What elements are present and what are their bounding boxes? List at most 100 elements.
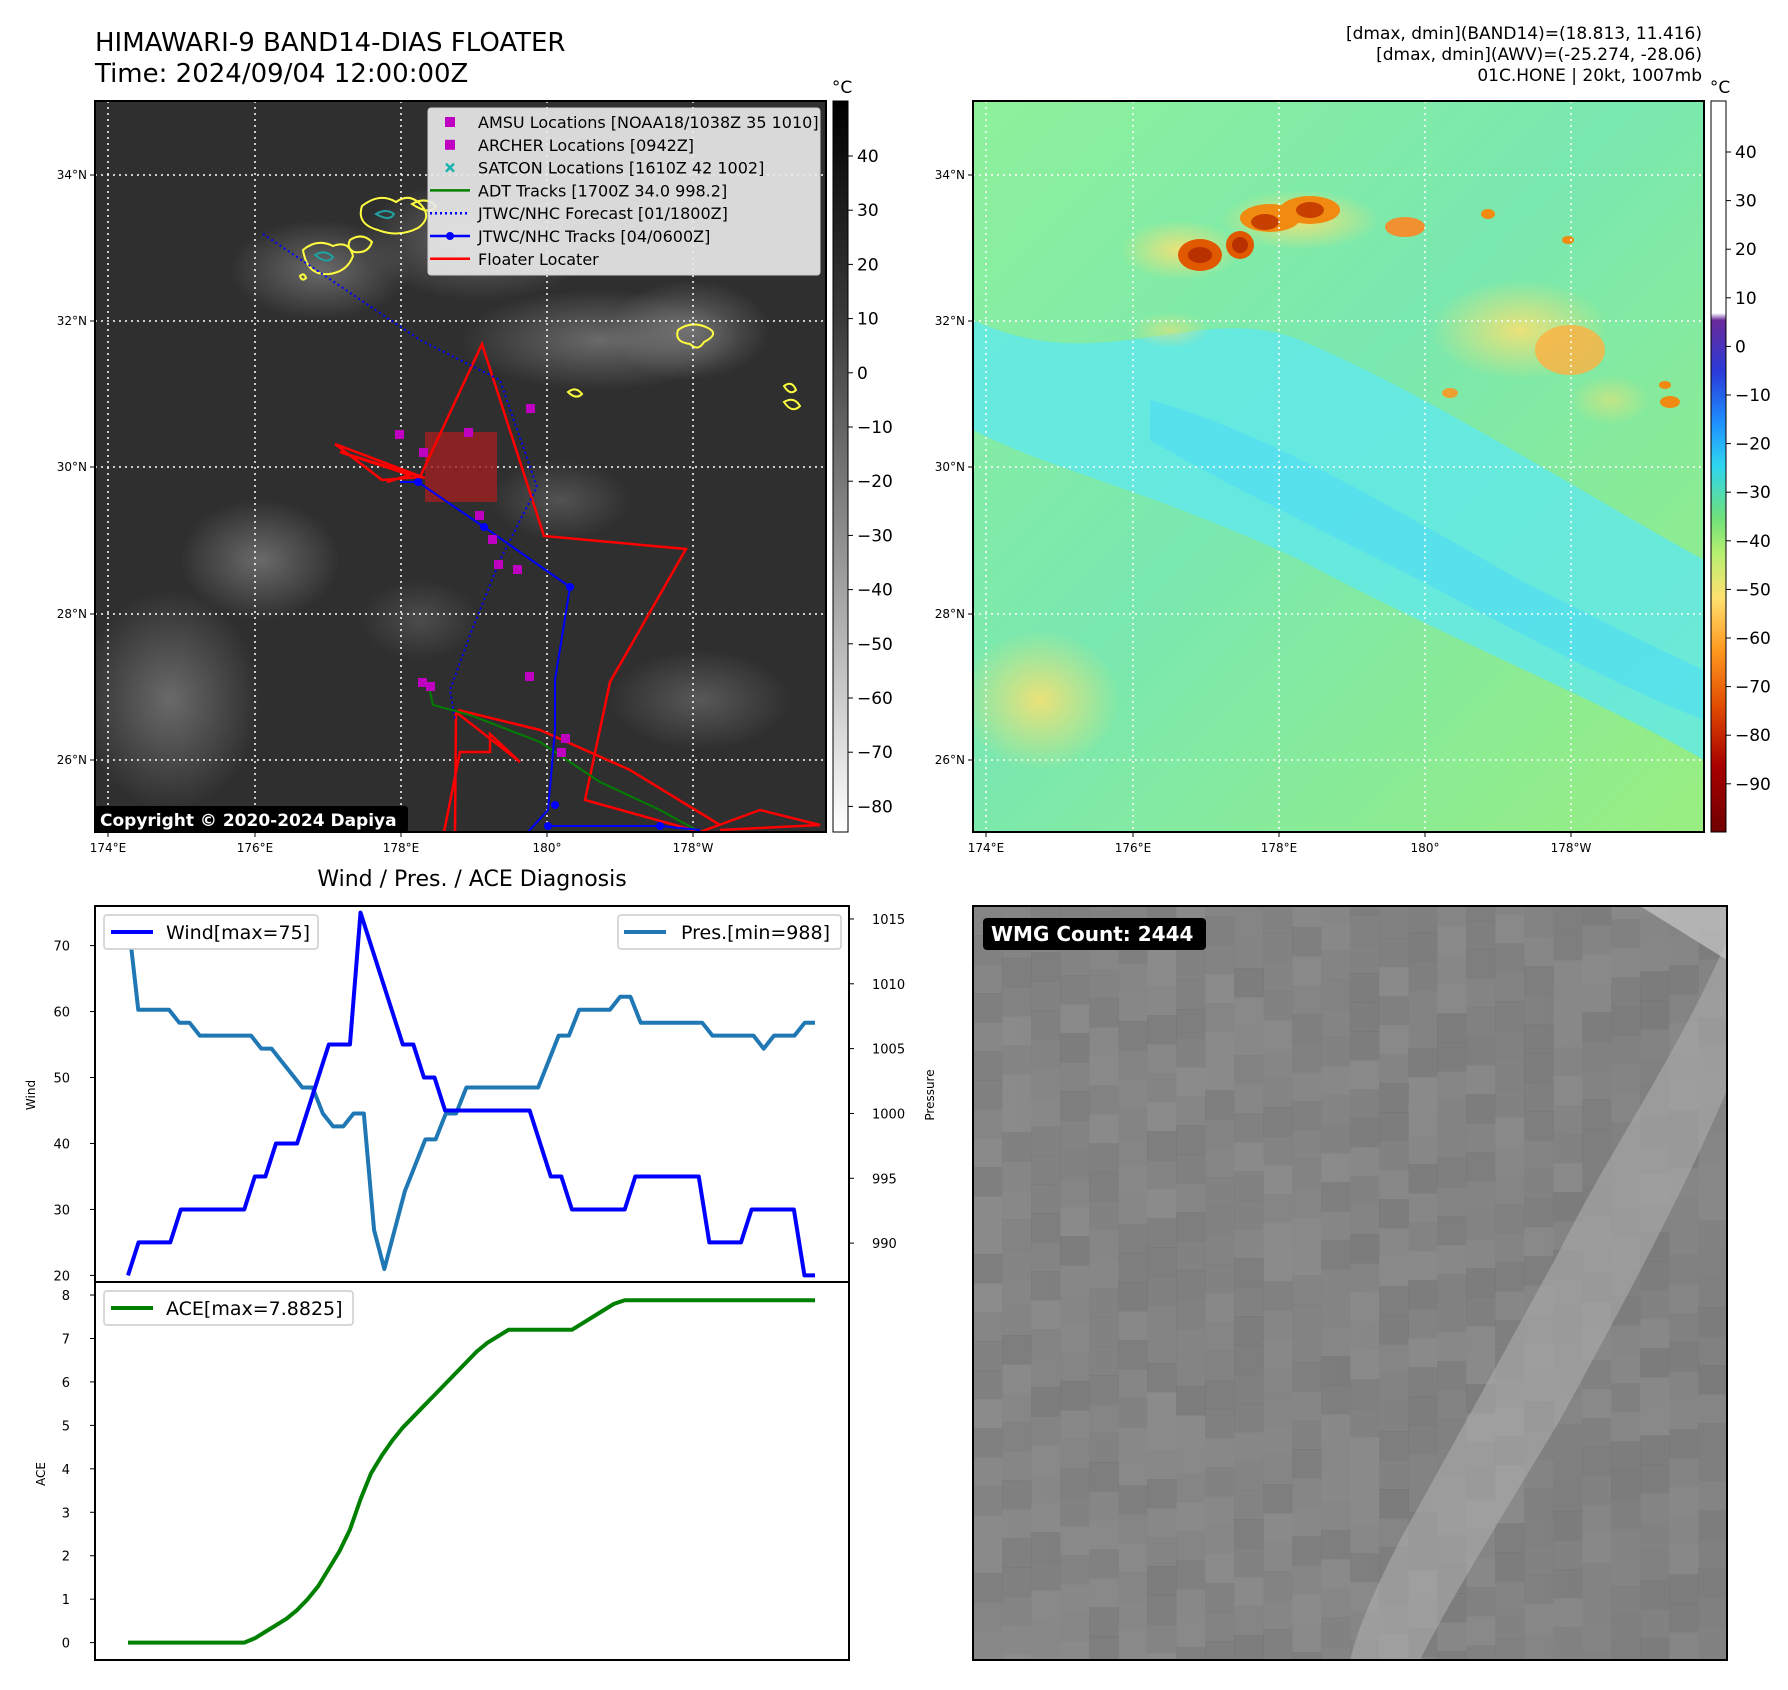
wmg-pixel [1611,1035,1641,1065]
wind-pressure-frame [94,905,850,1283]
wmg-pixel [1292,1478,1322,1508]
lon-tick-label: 174°E [968,841,1005,855]
wmg-pixel [1524,906,1554,909]
wmg-pixel [1234,1229,1264,1259]
wmg-pixel [1640,1261,1670,1291]
wind-tick-label: 40 [53,1137,70,1152]
pressure-tick-label: 990 [872,1237,897,1252]
lat-tick-label: 26°N [935,753,965,767]
wmg-pixel [1640,1522,1670,1552]
wmg-pixel [1060,906,1090,918]
wmg-pixel [1060,1323,1090,1353]
wmg-pixel [1350,1176,1380,1206]
wmg-pixel [1495,1233,1525,1263]
wmg-pixel [1089,1143,1119,1173]
wmg-pixel [1669,1574,1699,1604]
wmg-pixel [1118,1630,1148,1660]
wmg-pixel [1205,1467,1235,1497]
wmg-pixel [1031,1126,1061,1156]
wmg-pixel [1118,1253,1148,1283]
wmg-pixel [1031,1010,1061,1040]
wmg-pixel [973,1486,1003,1516]
pressure-tick-label: 1005 [872,1043,905,1058]
wmg-pixel [1147,1073,1177,1103]
wmg-pixel [1002,1190,1032,1220]
wmg-pixel [1582,1563,1612,1593]
figure-title: HIMAWARI-9 BAND14-DIAS FLOATER [95,28,565,58]
wmg-pixel [1031,1648,1061,1660]
wmg-pixel [1495,906,1525,915]
wmg-pixel [1727,1243,1757,1273]
wmg-pixel [1321,1240,1351,1270]
wmg-pixel [1089,1317,1119,1347]
wmg-pixel [1002,1364,1032,1394]
wmg-pixel [1640,1406,1670,1436]
wmg-pixel [1031,1532,1061,1562]
wmg-pixel [1263,906,1293,934]
wmg-pixel [1466,978,1496,1008]
wmg-pixel [1379,1141,1409,1171]
wmg-pixel [1118,992,1148,1022]
wmg-pixel [1466,1239,1496,1269]
wmg-pixel [1263,1542,1293,1572]
wmg-pixel [1524,1517,1554,1547]
wmg-pixel [1118,1601,1148,1631]
wmg-pixel [1321,1646,1351,1660]
wind-series-line [126,910,815,1278]
wmg-pixel [1234,1606,1264,1636]
wmg-pixel [1147,1015,1177,1045]
wmg-pixel [1408,1251,1438,1281]
wind-legend: Wind[max=75] [103,914,319,950]
wmg-pixel [973,1370,1003,1400]
wmg-pixel [1553,1134,1583,1164]
lat-tick-label: 26°N [57,753,87,767]
wmg-pixel [1002,1161,1032,1191]
wmg-pixel [1292,1217,1322,1247]
wmg-pixel [1698,1307,1727,1337]
wmg-pixel [1408,1425,1438,1455]
wmg-pixel [1089,1114,1119,1144]
wmg-frame [972,905,1728,1661]
wmg-pixel [1176,1038,1206,1068]
floater-box [425,432,497,502]
wmg-pixel [1118,1166,1148,1196]
wmg-pixel [1582,1650,1612,1660]
wmg-pixel [1263,1455,1293,1485]
wmg-pixel [1727,1417,1757,1447]
wmg-pixel [1060,1120,1090,1150]
lat-tick-label: 34°N [57,168,87,182]
wmg-pixel [1379,1170,1409,1200]
wmg-pixel [1408,1106,1438,1136]
colorbar-tick-label: 30 [1735,192,1757,212]
wmg-pixel [1321,1472,1351,1502]
colorbar-tick-label: −60 [1735,629,1771,649]
wmg-pixel [1205,1554,1235,1584]
wmg-pixel [1263,1281,1293,1311]
colorbar-tick-label: 40 [1735,143,1757,163]
wmg-pixel [973,1312,1003,1342]
wmg-pixel [1031,1213,1061,1243]
lat-tick-label: 32°N [57,314,87,328]
wmg-pixel [1002,1451,1032,1481]
wmg-pixel [1292,1652,1322,1660]
legend-label: JTWC/NHC Forecast [01/1800Z] [477,204,728,223]
wmg-pixel [1234,1142,1264,1172]
wmg-pixel [1321,1588,1351,1618]
wmg-label-badge [983,918,1206,950]
wmg-pixel [1176,1560,1206,1590]
wmg-pixel [1582,1476,1612,1506]
ace-tick-label: 3 [62,1506,70,1521]
wmg-pixel [1060,1236,1090,1266]
wmg-pixel [1727,1475,1757,1505]
wmg-pixel [1582,1099,1612,1129]
lon-tick-label: 176°E [1115,841,1152,855]
wmg-pixel [1321,1269,1351,1299]
wmg-pixel [1002,1625,1032,1655]
wmg-pixel [1727,1011,1757,1041]
legend-marker-square [445,117,455,127]
copyright-text: Copyright © 2020-2024 Dapiya [100,811,397,831]
wmg-pixel [1089,1607,1119,1637]
wmg-pixel [1292,1246,1322,1276]
wmg-pixel [973,1631,1003,1660]
wmg-pixel [1292,1188,1322,1218]
